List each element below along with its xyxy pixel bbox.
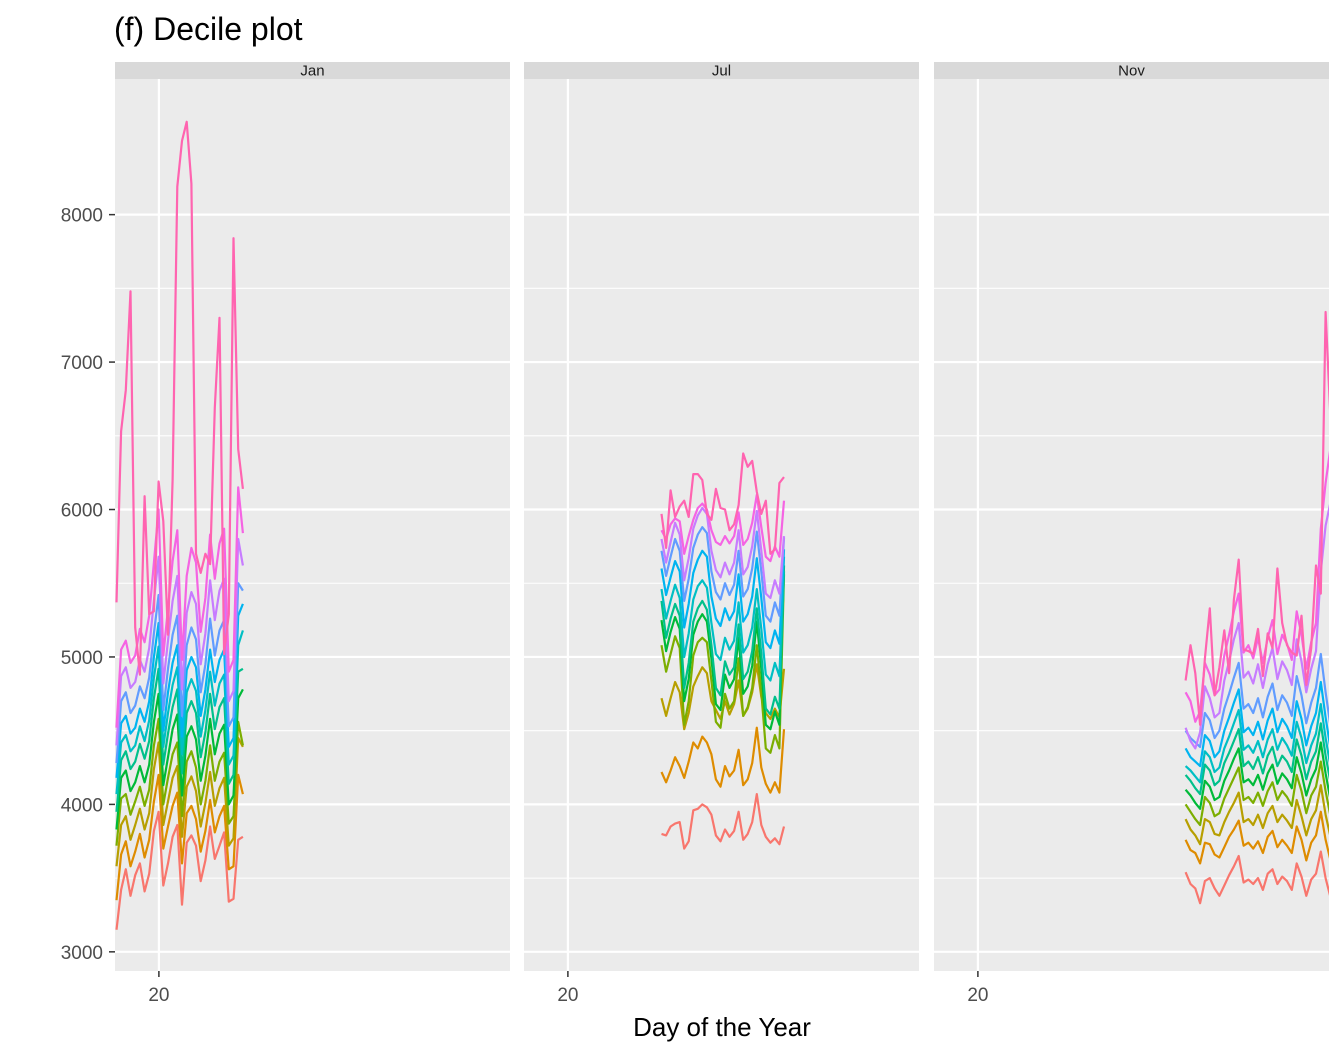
- series-line-1: [661, 792, 786, 850]
- series-lines: [115, 120, 244, 930]
- panel-jul: Jul 20: [524, 62, 919, 1006]
- series-line-10: [115, 537, 244, 746]
- series-line-8: [660, 549, 786, 650]
- series-line-9: [660, 526, 786, 623]
- series-line-7: [1184, 702, 1329, 784]
- series-line-4: [1184, 760, 1329, 827]
- y-tick-label: 5000: [61, 648, 103, 669]
- series-line-5: [115, 688, 244, 830]
- y-tick-label: 7000: [61, 353, 103, 374]
- series-line-9: [1184, 652, 1329, 749]
- x-tick-label: 20: [967, 985, 988, 1006]
- series-line-2: [1184, 810, 1329, 865]
- panel-background: [934, 79, 1329, 971]
- series-lines: [660, 452, 786, 850]
- y-tick-label: 8000: [61, 206, 103, 227]
- series-line-6: [660, 571, 786, 716]
- series-line-6: [115, 667, 244, 812]
- series-line-4: [660, 574, 786, 754]
- series-line-12: [660, 452, 785, 555]
- y-tick-label: 3000: [61, 943, 103, 964]
- facet-strip: [115, 62, 510, 79]
- x-tick-label: 20: [148, 985, 169, 1006]
- series-line-8: [1184, 680, 1329, 768]
- series-line-1: [115, 810, 244, 930]
- facet-strip: [934, 62, 1329, 79]
- panel-jan: Jan 20: [115, 62, 510, 1006]
- series-line-2: [115, 773, 244, 901]
- facet-strip: [524, 62, 919, 79]
- y-axis: 3000 4000 5000 6000 7000 8000: [61, 206, 115, 964]
- panel-background: [524, 79, 919, 971]
- series-line-3: [1184, 784, 1329, 846]
- series-line-12: [1184, 310, 1329, 726]
- series-line-11: [660, 493, 786, 563]
- series-line-10: [660, 506, 786, 600]
- series-lines: [1184, 310, 1329, 905]
- facet-panels: Jan 20 Jul 20 Nov 20: [115, 62, 1329, 1006]
- x-tick-label: 20: [557, 985, 578, 1006]
- panel-nov: Nov 20: [934, 62, 1329, 1006]
- series-line-1: [1184, 850, 1329, 905]
- series-line-2: [660, 726, 786, 794]
- series-line-3: [115, 736, 244, 867]
- facet-strip-label: Nov: [1118, 63, 1145, 80]
- series-line-12: [115, 120, 244, 676]
- panel-background: [115, 79, 510, 971]
- series-line-10: [1184, 503, 1329, 750]
- x-axis-title: Day of the Year: [633, 1012, 811, 1042]
- series-line-7: [660, 556, 786, 682]
- facet-strip-label: Jul: [712, 63, 731, 80]
- y-tick-label: 6000: [61, 501, 103, 522]
- series-line-9: [115, 582, 244, 764]
- series-line-4: [115, 717, 244, 846]
- chart-title: (f) Decile plot: [114, 11, 303, 47]
- y-tick-label: 4000: [61, 795, 103, 816]
- facet-strip-label: Jan: [300, 63, 324, 80]
- series-line-8: [115, 603, 244, 778]
- series-line-5: [1184, 741, 1329, 810]
- series-line-6: [1184, 722, 1329, 796]
